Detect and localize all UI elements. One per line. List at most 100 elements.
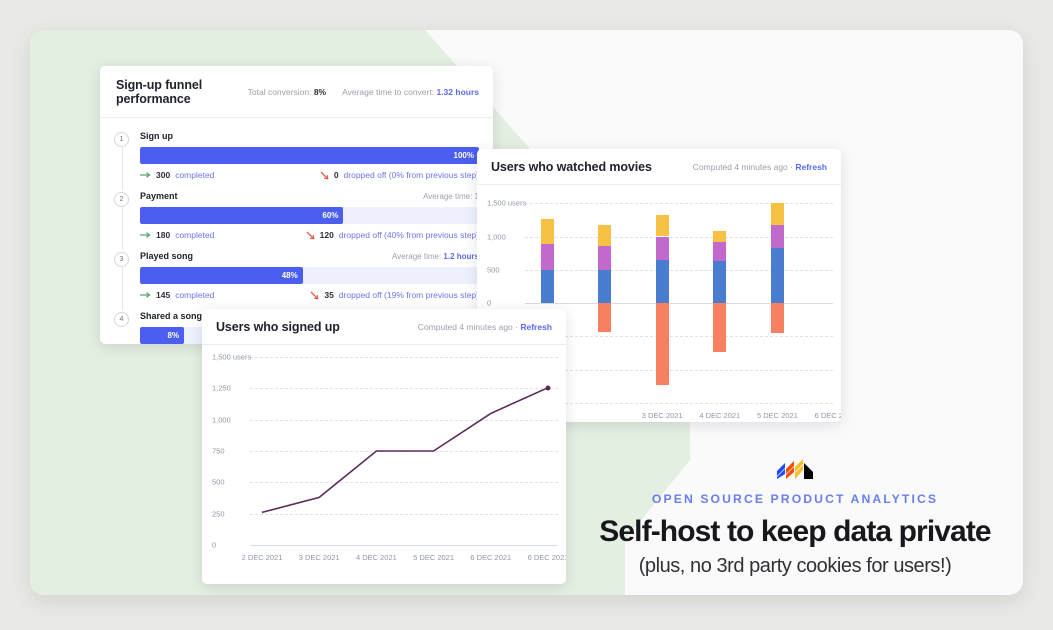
line-card-computed-text: Computed 4 minutes ago · bbox=[417, 322, 518, 332]
funnel-step-4-bar-fill: 8% bbox=[140, 327, 185, 344]
bar-segment-orange bbox=[770, 303, 784, 333]
total-conversion-value: 8% bbox=[313, 87, 327, 97]
funnel-step-3-header: Played song Average time: 1.2 hours bbox=[140, 251, 479, 261]
bar-segment-yellow bbox=[770, 203, 784, 226]
bar-segment-blue bbox=[540, 269, 554, 303]
total-conversion-label: Total conversion: bbox=[247, 87, 312, 97]
funnel-step-3-dropped-count: 35 bbox=[324, 290, 334, 300]
line-chart-last-point[interactable] bbox=[545, 385, 551, 391]
bar-segment-blue bbox=[655, 260, 669, 303]
users-signed-up-card: Users who signed up Computed 4 minutes a… bbox=[202, 309, 566, 584]
funnel-step-4-name: Shared a song bbox=[140, 311, 203, 321]
bar-chart-gridline bbox=[525, 369, 833, 371]
line-chart-path bbox=[261, 386, 549, 514]
funnel-step-1-name: Sign up bbox=[140, 131, 173, 141]
funnel-step-2-dropped: 120 dropped off (40% from previous step) bbox=[306, 230, 479, 240]
bar-card-header: Users who watched movies Computed 4 minu… bbox=[477, 149, 841, 185]
line-card-refresh-link[interactable]: Refresh bbox=[520, 322, 552, 332]
line-chart-xaxis: 2 DEC 2021 3 DEC 2021 4 DEC 2021 5 DEC 2021… bbox=[242, 553, 566, 567]
bar-chart-gridline bbox=[525, 203, 833, 205]
bar-segment-purple bbox=[540, 244, 554, 270]
funnel-step-3-avg: Average time: 1.2 hours bbox=[392, 252, 479, 261]
funnel-step-3-avg-value: 1.2 hours bbox=[443, 252, 479, 261]
arrow-right-icon bbox=[140, 292, 151, 298]
posthog-logo-icon bbox=[777, 459, 813, 479]
bar-chart-xaxis: 3 DEC 2021 4 DEC 2021 5 DEC 2021 6 DEC 2021 bbox=[525, 410, 841, 422]
line-chart-ytick: 1,500 users bbox=[212, 352, 252, 362]
funnel-step-3-bar-track: 48% bbox=[140, 267, 479, 284]
funnel-step-2-completed: 180 completed bbox=[140, 230, 214, 240]
bar-card-meta: Computed 4 minutes ago · Refresh bbox=[693, 162, 827, 172]
line-chart-ytick: 500 bbox=[212, 477, 225, 487]
funnel-step-1-bar-track: 100% bbox=[140, 147, 479, 164]
bar-chart-gridline bbox=[525, 336, 833, 338]
funnel-step-3-completed-count: 145 bbox=[156, 290, 171, 300]
funnel-step-3-avg-label: Average time: bbox=[391, 252, 442, 261]
funnel-step-2-percent: 60% bbox=[322, 211, 339, 220]
funnel-step-3-bar-fill: 48% bbox=[140, 267, 303, 284]
promo-eyebrow: OPEN SOURCE PRODUCT ANALYTICS bbox=[651, 492, 939, 506]
funnel-step-1-footer: 300 completed 0 dropped off (0% from pre… bbox=[140, 170, 479, 180]
total-conversion-stat: Total conversion: 8% bbox=[248, 87, 326, 97]
arrow-right-icon bbox=[140, 232, 151, 238]
line-chart-xtick: 4 DEC 2021 bbox=[355, 553, 397, 562]
line-chart-xtick: 5 DEC 2021 bbox=[413, 553, 455, 562]
funnel-step-4-number: 4 bbox=[114, 312, 129, 327]
funnel-summary-stats: Total conversion: 8% Average time to con… bbox=[248, 87, 479, 97]
funnel-step-3-dropped: 35 dropped off (19% from previous step) bbox=[310, 290, 479, 300]
bar-chart-gridline bbox=[525, 269, 833, 271]
line-chart-ytick: 750 bbox=[212, 446, 225, 456]
bar-segment-blue bbox=[770, 248, 784, 303]
bar-segment-purple bbox=[598, 246, 612, 271]
funnel-step-3[interactable]: 3 Played song Average time: 1.2 hours 48… bbox=[100, 246, 493, 310]
bar-segment-purple bbox=[713, 241, 727, 262]
bar-chart-gridline bbox=[525, 303, 833, 304]
bar-chart-xtick: 5 DEC 2021 bbox=[756, 410, 798, 420]
funnel-step-1-dropped: 0 dropped off (0% from previous step) bbox=[320, 170, 479, 180]
bar-segment-orange bbox=[598, 303, 612, 333]
line-chart-ytick: 250 bbox=[212, 509, 225, 519]
bar-segment-yellow bbox=[655, 214, 669, 237]
funnel-step-1-dropped-count: 0 bbox=[333, 170, 339, 180]
funnel-step-1-number: 1 bbox=[114, 132, 129, 147]
bar-segment-blue bbox=[713, 261, 727, 303]
funnel-step-1-header: Sign up bbox=[140, 131, 479, 141]
bar-chart-ytick: 500 bbox=[487, 265, 500, 275]
funnel-step-2-header: Payment Average time: 1 bbox=[140, 191, 479, 201]
funnel-step-3-dropped-label: dropped off (19% from previous step) bbox=[338, 290, 479, 300]
bar-chart-xtick: 3 DEC 2021 bbox=[641, 410, 683, 420]
funnel-step-2-rail bbox=[121, 207, 123, 250]
funnel-step-2-avg-label: Average time: bbox=[423, 192, 473, 201]
line-card-title: Users who signed up bbox=[216, 320, 340, 334]
bar-segment-orange bbox=[655, 303, 669, 385]
arrow-down-right-icon bbox=[320, 170, 329, 179]
avg-time-to-convert-label: Average time to convert: bbox=[342, 87, 435, 97]
bar-segment-purple bbox=[655, 236, 669, 261]
bar-chart-columns bbox=[525, 185, 833, 420]
line-chart-gridline bbox=[250, 513, 558, 515]
funnel-step-2-avg: Average time: 1 bbox=[423, 192, 479, 201]
funnel-step-1-completed: 300 completed bbox=[140, 170, 214, 180]
line-chart-xtick: 2 DEC 2021 bbox=[241, 553, 283, 562]
funnel-step-3-number: 3 bbox=[114, 252, 129, 267]
funnel-step-2-completed-label: completed bbox=[175, 230, 215, 240]
line-chart-ytick: 1,000 bbox=[212, 415, 231, 425]
funnel-step-2[interactable]: 2 Payment Average time: 1 60% bbox=[100, 186, 493, 250]
funnel-step-1[interactable]: 1 Sign up 100% bbox=[100, 126, 493, 190]
funnel-step-1-rail bbox=[121, 147, 123, 190]
arrow-down-right-icon bbox=[310, 290, 319, 299]
line-chart: 1,500 users 1,250 1,000 750 500 250 0 2 DEC 202… bbox=[202, 345, 566, 583]
funnel-step-3-rail bbox=[121, 267, 123, 310]
bar-chart-xtick: 6 DEC 2021 bbox=[814, 410, 841, 420]
bar-segment-yellow bbox=[713, 231, 727, 242]
funnel-step-4-header: Shared a song bbox=[140, 311, 479, 321]
funnel-step-2-number: 2 bbox=[114, 192, 129, 207]
bar-segment-yellow bbox=[598, 224, 612, 247]
bar-segment-purple bbox=[770, 225, 784, 249]
line-chart-ytick: 0 bbox=[212, 540, 217, 550]
funnel-card-title: Sign-up funnel performance bbox=[116, 78, 203, 106]
bar-chart-xtick: 4 DEC 2021 bbox=[699, 410, 741, 420]
bar-card-refresh-link[interactable]: Refresh bbox=[795, 162, 827, 172]
funnel-step-2-completed-count: 180 bbox=[156, 230, 171, 240]
